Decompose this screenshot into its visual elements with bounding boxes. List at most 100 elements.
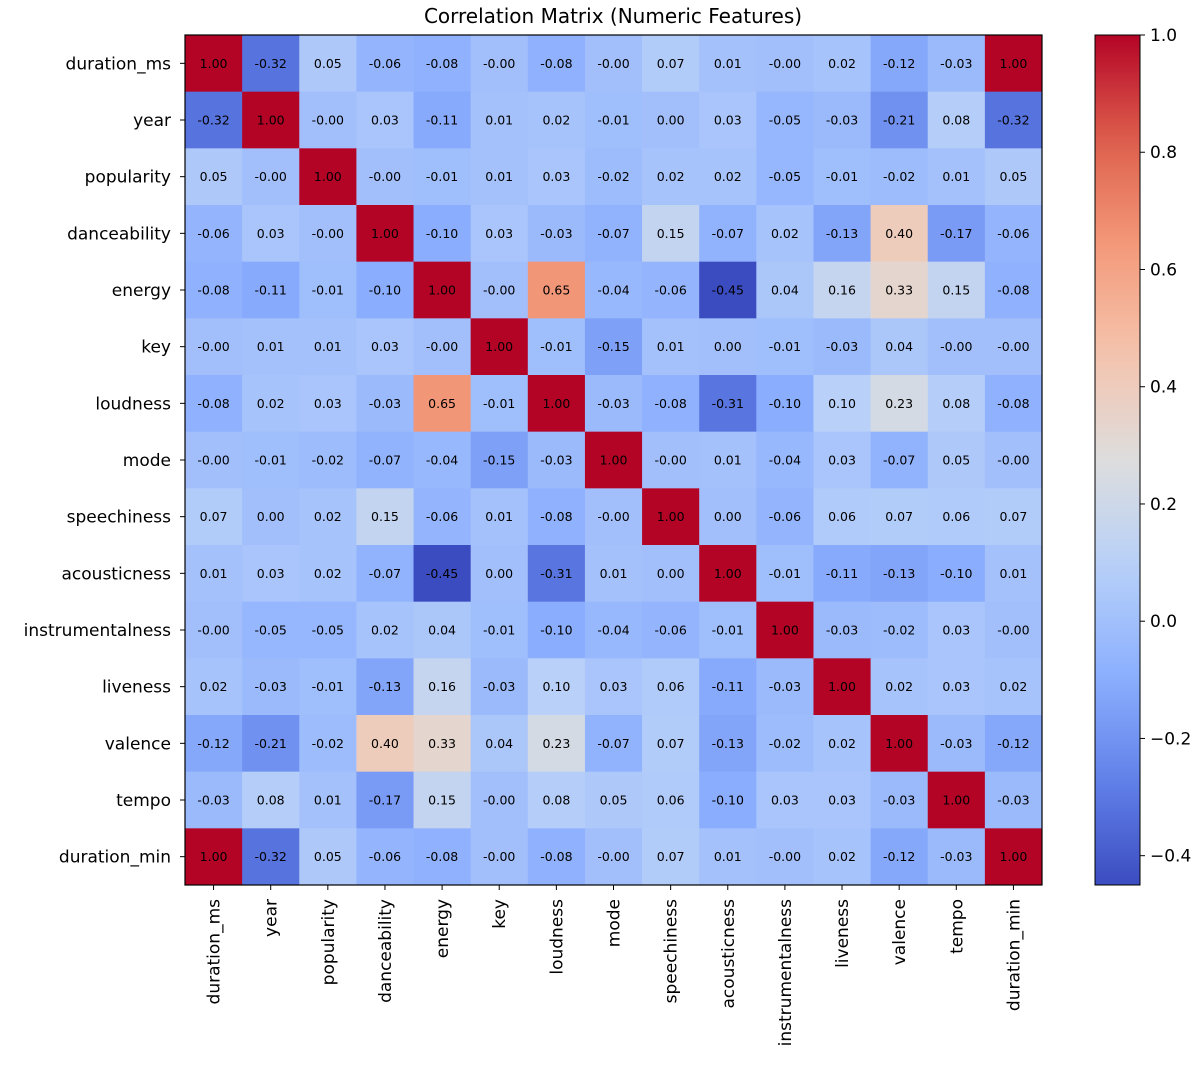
cell-value-label: 0.01 xyxy=(942,169,970,184)
heatmap-cell xyxy=(813,771,872,829)
cell-value-label: 0.02 xyxy=(257,396,285,411)
cell-value-label: 0.03 xyxy=(771,793,799,808)
heatmap-cell xyxy=(870,771,929,829)
heatmap-cell xyxy=(299,35,357,93)
cell-value-label: 0.07 xyxy=(200,509,228,524)
heatmap-cell xyxy=(699,601,757,659)
cell-value-label: -0.03 xyxy=(540,226,572,241)
cell-value-label: 0.01 xyxy=(485,113,513,128)
cell-value-label: 0.15 xyxy=(371,509,399,524)
cell-value-label: -0.15 xyxy=(483,453,515,468)
cell-value-label: 0.02 xyxy=(1000,679,1028,694)
x-tick-label: popularity xyxy=(319,899,339,985)
heatmap-cell xyxy=(584,431,643,489)
colorbar-ticks: 1.0 0.8 0.6 0.4 0.2 0.0 −0.2 −0.4 xyxy=(1140,26,1191,867)
cell-value-label: -0.08 xyxy=(197,396,229,411)
cell-value-label: 0.02 xyxy=(885,679,913,694)
x-tick-label: energy xyxy=(433,899,453,958)
heatmap-cell xyxy=(699,261,757,319)
cell-value-label: -0.08 xyxy=(426,56,458,71)
heatmap-cell xyxy=(470,828,529,886)
heatmap-cell xyxy=(242,601,300,659)
heatmap-cell xyxy=(699,431,757,489)
heatmap-cell xyxy=(870,828,929,886)
cell-value-label: 0.40 xyxy=(371,736,399,751)
cell-value-label: 0.01 xyxy=(1000,566,1028,581)
cell-value-label: 0.03 xyxy=(600,679,628,694)
colorbar-tick-label: 0.2 xyxy=(1150,495,1177,515)
heatmap-cell xyxy=(813,375,872,433)
x-tick-label: speechiness xyxy=(662,899,682,1004)
heatmap-cell xyxy=(356,91,415,149)
cell-value-label: -0.07 xyxy=(369,566,401,581)
heatmap-cell xyxy=(927,148,986,206)
heatmap-cell xyxy=(413,601,472,659)
cell-value-label: -0.00 xyxy=(197,453,229,468)
heatmap-cell xyxy=(870,318,929,376)
cell-value-label: 1.00 xyxy=(600,453,628,468)
cell-value-label: -0.03 xyxy=(940,736,972,751)
heatmap-cell xyxy=(299,488,357,546)
heatmap-cell xyxy=(470,261,529,319)
heatmap-cell xyxy=(756,148,814,206)
y-tick-label: duration_ms xyxy=(66,54,172,74)
heatmap-cell xyxy=(356,148,415,206)
cell-value-label: -0.01 xyxy=(826,169,858,184)
cell-value-label: 0.16 xyxy=(428,679,456,694)
heatmap-cell xyxy=(299,148,357,206)
y-tick-label: energy xyxy=(112,281,171,301)
x-tick-label: duration_ms xyxy=(205,899,225,1005)
heatmap-cell xyxy=(756,318,814,376)
heatmap-cell xyxy=(699,375,757,433)
cell-value-label: -0.07 xyxy=(712,226,744,241)
heatmap-cell xyxy=(185,35,243,93)
cell-value-label: 0.15 xyxy=(942,283,970,298)
cell-value-label: 0.02 xyxy=(657,169,685,184)
cell-value-label: 0.01 xyxy=(314,339,342,354)
cell-value-label: 0.07 xyxy=(657,56,685,71)
heatmap-cell xyxy=(984,601,1043,659)
heatmap-cell xyxy=(242,828,300,886)
cell-value-label: -0.01 xyxy=(312,679,344,694)
y-tick-label: speechiness xyxy=(67,508,172,528)
x-tick-labels: duration_ms year popularity danceability ene… xyxy=(205,885,1024,1046)
heatmap-cell xyxy=(699,828,757,886)
cell-value-label: -0.05 xyxy=(312,623,344,638)
cell-value-label: -0.08 xyxy=(426,849,458,864)
cell-value-label: -0.10 xyxy=(540,623,572,638)
cell-value-label: 0.00 xyxy=(657,113,685,128)
cell-value-label: -0.12 xyxy=(997,736,1029,751)
cell-value-label: 0.07 xyxy=(657,736,685,751)
y-tick-label: danceability xyxy=(67,224,171,244)
cell-value-label: 0.02 xyxy=(542,113,570,128)
heatmap-cell xyxy=(527,545,586,603)
x-tick-label: liveness xyxy=(833,899,853,968)
cell-value-label: 0.16 xyxy=(828,283,856,298)
cell-value-label: -0.45 xyxy=(712,283,744,298)
cell-value-label: -0.03 xyxy=(769,679,801,694)
heatmap-cell xyxy=(984,658,1043,716)
y-tick-label: acousticness xyxy=(62,564,172,584)
heatmap-cell xyxy=(470,658,529,716)
heatmap-cell xyxy=(527,318,586,376)
heatmap-cell xyxy=(699,318,757,376)
cell-value-label: 1.00 xyxy=(828,679,856,694)
cell-value-label: 0.01 xyxy=(485,509,513,524)
heatmap-cell xyxy=(927,715,986,773)
cell-value-label: -0.00 xyxy=(483,849,515,864)
heatmap-cell xyxy=(927,828,986,886)
heatmap-cell xyxy=(642,771,700,829)
heatmap-cell xyxy=(584,488,643,546)
cell-value-label: -0.13 xyxy=(369,679,401,694)
cell-value-label: 1.00 xyxy=(542,396,570,411)
y-tick-label: instrumentalness xyxy=(24,621,171,641)
cell-value-label: -0.02 xyxy=(312,736,344,751)
cell-value-label: 1.00 xyxy=(371,226,399,241)
cell-value-label: -0.03 xyxy=(826,623,858,638)
heatmap-cell xyxy=(185,658,243,716)
cell-value-label: -0.04 xyxy=(769,453,801,468)
heatmap-cell xyxy=(813,431,872,489)
heatmap-cell xyxy=(470,545,529,603)
heatmap-cell xyxy=(413,431,472,489)
heatmap-cell xyxy=(984,148,1043,206)
